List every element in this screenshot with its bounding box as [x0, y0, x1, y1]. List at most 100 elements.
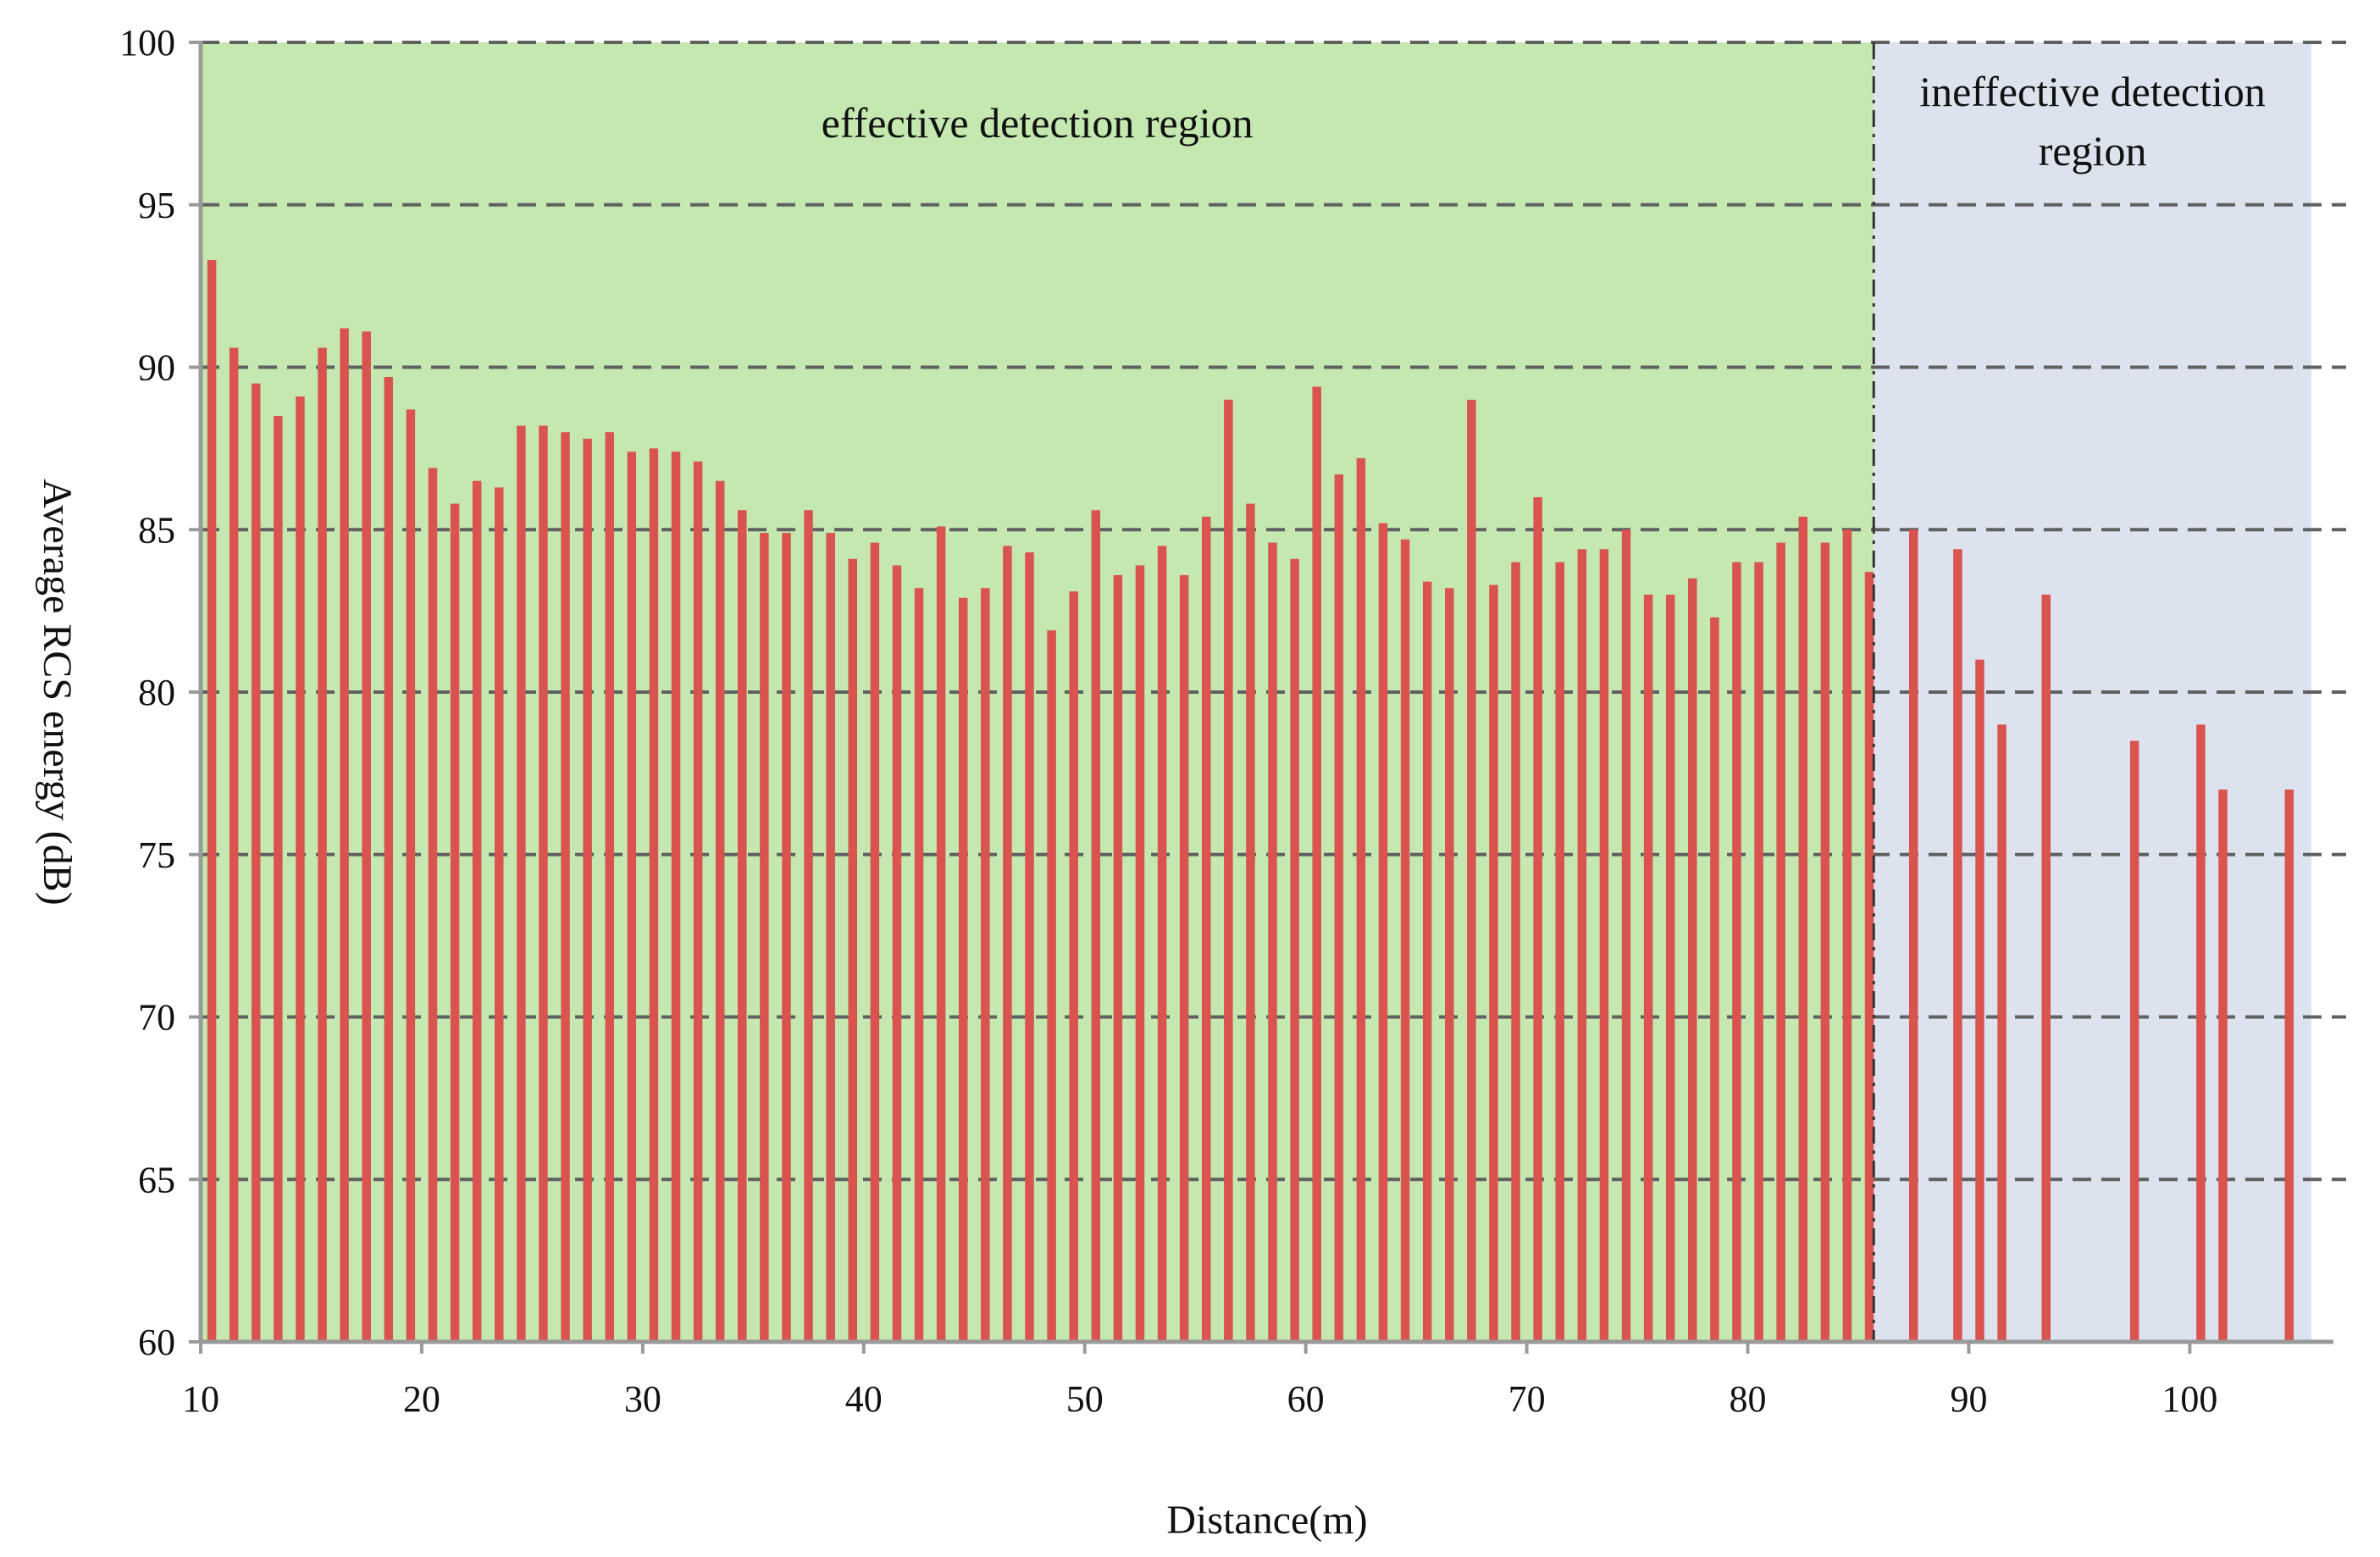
- y-tick-label: 95: [138, 185, 175, 226]
- bar-66.5: [1445, 588, 1454, 1342]
- bar-89.5: [1953, 549, 1962, 1342]
- bar-55.5: [1201, 516, 1211, 1342]
- bar-75.5: [1643, 594, 1653, 1342]
- bar-47.5: [1025, 552, 1034, 1342]
- bar-64.5: [1400, 539, 1410, 1342]
- bar-42.5: [914, 588, 924, 1342]
- bar-72.5: [1577, 549, 1587, 1342]
- bar-73.5: [1599, 549, 1609, 1342]
- bar-27.5: [583, 438, 592, 1342]
- bar-22.5: [472, 480, 482, 1342]
- bar-19.5: [406, 409, 416, 1343]
- bar-100.5: [2196, 724, 2206, 1342]
- bar-61.5: [1334, 474, 1344, 1342]
- bar-62.5: [1356, 457, 1366, 1342]
- bar-26.5: [561, 432, 570, 1343]
- bar-13.5: [274, 416, 283, 1342]
- effective-region-label: effective detection region: [822, 99, 1254, 147]
- bar-50.5: [1091, 510, 1101, 1342]
- bar-71.5: [1555, 562, 1564, 1342]
- x-tick-label: 10: [182, 1378, 219, 1420]
- bar-91.5: [1997, 724, 2006, 1342]
- bar-14.5: [296, 396, 305, 1342]
- bar-80.5: [1754, 562, 1763, 1342]
- bar-59.5: [1290, 558, 1299, 1342]
- bar-97.5: [2129, 740, 2139, 1342]
- bar-57.5: [1246, 503, 1255, 1342]
- bar-31.5: [671, 452, 681, 1343]
- bar-84.5: [1842, 529, 1852, 1342]
- x-tick-label: 40: [845, 1378, 883, 1420]
- x-tick-label: 80: [1730, 1378, 1767, 1420]
- bar-10.5: [207, 259, 217, 1342]
- bar-93.5: [2041, 594, 2051, 1342]
- bar-69.5: [1511, 562, 1520, 1342]
- bar-68.5: [1489, 585, 1498, 1342]
- ineffective-region-label: ineffective detection: [1919, 68, 2266, 115]
- bar-17.5: [362, 331, 371, 1343]
- bar-38.5: [826, 533, 835, 1342]
- y-tick-label: 90: [138, 347, 175, 389]
- bar-29.5: [627, 452, 637, 1343]
- bar-25.5: [539, 425, 548, 1342]
- bar-78.5: [1710, 617, 1719, 1342]
- bar-43.5: [936, 526, 946, 1342]
- bar-77.5: [1688, 578, 1697, 1342]
- bar-70.5: [1533, 496, 1542, 1342]
- bar-67.5: [1467, 399, 1476, 1343]
- bar-54.5: [1179, 574, 1189, 1342]
- bar-87.5: [1908, 529, 1918, 1342]
- x-tick-label: 50: [1066, 1378, 1104, 1420]
- bar-20.5: [428, 468, 438, 1342]
- bar-11.5: [229, 347, 239, 1342]
- x-tick-label: 60: [1287, 1378, 1325, 1420]
- bar-18.5: [384, 377, 394, 1342]
- bar-34.5: [738, 510, 747, 1342]
- y-axis-title: Average RCS energy (dB): [35, 479, 80, 905]
- ineffective-region-label: region: [2039, 127, 2147, 175]
- bar-48.5: [1047, 630, 1056, 1342]
- bar-52.5: [1135, 565, 1145, 1342]
- bar-65.5: [1422, 581, 1432, 1342]
- bar-24.5: [517, 425, 526, 1342]
- y-tick-label: 60: [138, 1322, 175, 1363]
- bar-36.5: [782, 533, 791, 1342]
- bar-45.5: [981, 588, 990, 1342]
- bar-85.5: [1864, 572, 1874, 1342]
- bar-41.5: [892, 565, 902, 1342]
- y-tick-label: 85: [138, 509, 175, 551]
- y-tick-label: 70: [138, 997, 175, 1039]
- bar-32.5: [693, 461, 703, 1342]
- y-tick-label: 80: [138, 672, 175, 713]
- bar-28.5: [605, 432, 614, 1343]
- x-tick-label: 20: [403, 1378, 440, 1420]
- bar-79.5: [1732, 562, 1741, 1342]
- bar-90.5: [1975, 659, 1984, 1342]
- bar-63.5: [1378, 523, 1388, 1342]
- y-tick-label: 100: [119, 22, 175, 64]
- bar-30.5: [649, 448, 659, 1342]
- x-tick-label: 90: [1950, 1378, 1987, 1420]
- data-bars: [207, 259, 2294, 1343]
- bar-39.5: [848, 558, 858, 1342]
- chart-labels: Distance(m) Average RCS energy (dB) effect…: [35, 68, 2266, 1543]
- bar-51.5: [1113, 574, 1123, 1342]
- x-axis-title: Distance(m): [1166, 1498, 1367, 1543]
- bar-35.5: [760, 533, 769, 1342]
- bar-53.5: [1157, 546, 1167, 1342]
- x-tick-label: 30: [624, 1378, 661, 1420]
- bar-12.5: [251, 383, 261, 1342]
- bar-44.5: [958, 597, 968, 1342]
- bar-60.5: [1312, 386, 1321, 1342]
- bar-56.5: [1224, 399, 1233, 1343]
- bar-46.5: [1003, 546, 1012, 1342]
- bar-33.5: [715, 480, 725, 1342]
- bar-21.5: [450, 503, 460, 1342]
- bar-16.5: [340, 328, 349, 1343]
- bar-37.5: [804, 510, 813, 1342]
- x-tick-label: 100: [2161, 1378, 2217, 1420]
- x-tick-label: 70: [1508, 1378, 1546, 1420]
- bar-104.5: [2284, 790, 2294, 1342]
- bar-76.5: [1665, 594, 1675, 1342]
